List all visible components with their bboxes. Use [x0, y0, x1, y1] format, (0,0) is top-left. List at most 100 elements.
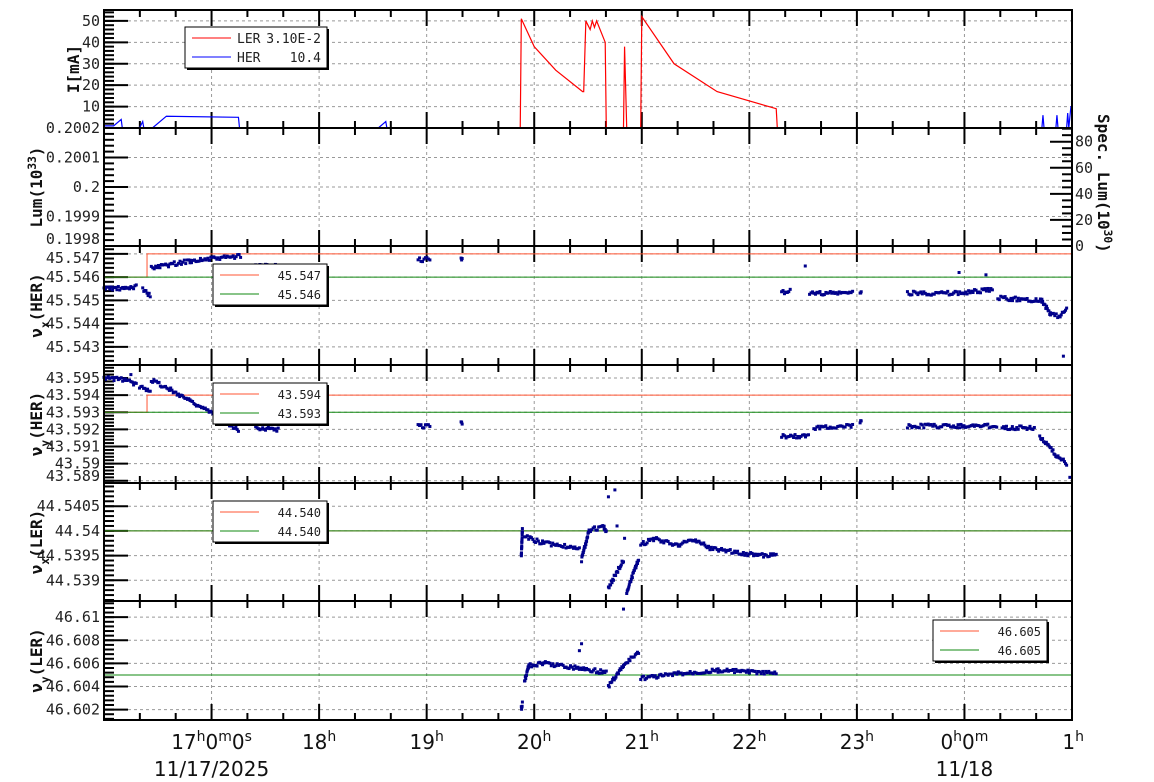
data-point — [111, 376, 115, 380]
data-point — [191, 399, 195, 403]
label-part: 1 — [1062, 730, 1075, 754]
date-label: 11/18 — [936, 757, 994, 781]
data-point — [520, 544, 524, 548]
legend: 45.547 45.546 — [212, 263, 329, 307]
data-point — [788, 287, 792, 291]
data-point — [917, 426, 921, 430]
data-point — [617, 669, 621, 673]
data-point — [570, 665, 574, 669]
label-part: h — [197, 729, 206, 745]
data-point — [958, 290, 962, 294]
data-point — [1008, 299, 1012, 303]
data-point — [580, 560, 584, 564]
data-point — [716, 667, 720, 671]
data-point — [934, 424, 938, 428]
data-point — [986, 422, 990, 426]
data-point — [645, 541, 649, 545]
label-part: (HER) — [27, 392, 46, 440]
data-point — [644, 676, 648, 680]
data-point — [167, 388, 171, 392]
data-point — [520, 537, 524, 541]
data-point — [233, 256, 237, 260]
data-point — [520, 704, 524, 708]
data-point — [118, 288, 122, 292]
data-point — [1003, 427, 1007, 431]
data-point — [1010, 425, 1014, 429]
data-point — [736, 549, 740, 553]
legend-box — [184, 26, 328, 69]
label-part: 30 — [1102, 230, 1115, 244]
data-point — [968, 291, 972, 295]
data-point — [593, 667, 597, 671]
data-point — [923, 291, 927, 295]
data-point — [688, 670, 692, 674]
data-point — [678, 544, 682, 548]
data-point — [234, 255, 238, 259]
legend: LER 3.10E-2 HER 10.4 — [184, 26, 329, 70]
y-axis-title: νx(HER) — [27, 273, 52, 338]
data-point — [581, 550, 585, 554]
data-point — [632, 655, 636, 659]
data-point — [604, 529, 608, 533]
data-point — [965, 292, 969, 296]
data-point — [1054, 312, 1058, 316]
data-point — [1033, 299, 1037, 303]
data-point — [790, 434, 794, 438]
data-point — [526, 666, 530, 670]
data-point — [986, 286, 990, 290]
data-point — [919, 290, 923, 294]
data-point — [611, 677, 615, 681]
data-point — [134, 283, 138, 287]
data-point — [1013, 428, 1017, 432]
data-point — [746, 554, 750, 558]
data-point — [619, 563, 623, 567]
panel-nuy-her: 43.58943.5943.59143.59243.59343.59443.59… — [27, 364, 1073, 485]
data-point — [583, 545, 587, 549]
y-tick-label: 50 — [82, 12, 100, 30]
y-tick-label: 45.546 — [46, 268, 100, 286]
y-tick-label: 45.544 — [46, 315, 100, 333]
label-part: I[mA] — [64, 45, 83, 93]
legend-box — [212, 382, 328, 425]
data-point — [659, 672, 663, 676]
label-part: 22 — [732, 730, 757, 754]
data-point — [563, 542, 567, 546]
data-point — [957, 270, 961, 274]
data-point — [774, 552, 778, 556]
data-point — [198, 256, 202, 260]
label-part: ν — [27, 683, 46, 693]
data-point — [567, 667, 571, 671]
data-point — [716, 670, 720, 674]
data-point — [687, 671, 691, 675]
data-point — [273, 427, 277, 431]
data-point — [151, 380, 155, 384]
data-point — [787, 290, 791, 294]
data-point — [582, 547, 586, 551]
data-point — [175, 263, 179, 267]
data-point — [822, 293, 826, 297]
data-point — [154, 379, 158, 383]
data-point — [607, 685, 611, 689]
data-point — [128, 287, 132, 291]
data-point — [859, 290, 863, 294]
series-line-her — [104, 105, 1072, 129]
data-point — [418, 256, 422, 260]
data-point — [585, 539, 589, 543]
y-tick-label: 46.608 — [46, 631, 100, 649]
data-point — [783, 434, 787, 438]
y-tick-label: 45.545 — [46, 291, 100, 309]
data-point — [932, 422, 936, 426]
data-point — [767, 554, 771, 558]
data-point — [207, 258, 211, 262]
data-point — [746, 668, 750, 672]
data-point — [582, 666, 586, 670]
data-point — [709, 670, 713, 674]
y-tick-label: 46.604 — [46, 677, 100, 695]
x-tick-label: 1h — [1062, 729, 1084, 754]
data-point — [116, 285, 120, 289]
data-point — [956, 423, 960, 427]
data-point — [744, 670, 748, 674]
data-point — [573, 545, 577, 549]
